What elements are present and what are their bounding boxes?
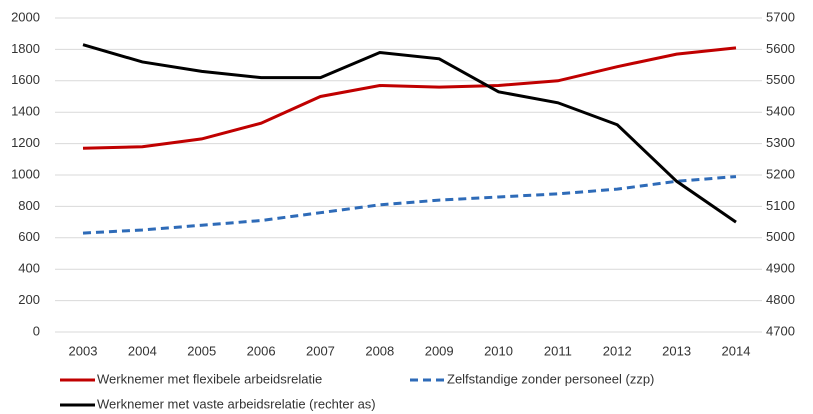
y2-tick-label: 5600 <box>766 41 795 56</box>
y-tick-label: 1400 <box>11 104 40 119</box>
y2-tick-label: 5700 <box>766 9 795 24</box>
y2-tick-label: 4700 <box>766 323 795 338</box>
y2-tick-label: 5000 <box>766 229 795 244</box>
y2-tick-label: 5200 <box>766 166 795 181</box>
y2-tick-label: 5300 <box>766 135 795 150</box>
x-tick-label: 2008 <box>365 343 394 358</box>
y-tick-label: 1800 <box>11 41 40 56</box>
y2-tick-label: 5500 <box>766 72 795 87</box>
line-series <box>82 175 737 235</box>
legend-label: Zelfstandige zonder personeel (zzp) <box>447 371 654 386</box>
x-tick-label: 2005 <box>187 343 216 358</box>
y-tick-label: 800 <box>18 198 40 213</box>
x-tick-label: 2013 <box>662 343 691 358</box>
x-tick-label: 2004 <box>128 343 157 358</box>
line-series <box>82 46 737 150</box>
x-tick-label: 2007 <box>306 343 335 358</box>
x-tick-label: 2014 <box>722 343 751 358</box>
legend-label: Werknemer met flexibele arbeidsrelatie <box>97 371 322 386</box>
y-tick-label: 1600 <box>11 72 40 87</box>
x-tick-label: 2012 <box>603 343 632 358</box>
y-tick-label: 0 <box>33 323 40 338</box>
y-tick-label: 1000 <box>11 166 40 181</box>
x-tick-label: 2003 <box>69 343 98 358</box>
y-tick-label: 200 <box>18 292 40 307</box>
y-tick-label: 600 <box>18 229 40 244</box>
y2-tick-label: 5100 <box>766 198 795 213</box>
legend-label: Werknemer met vaste arbeidsrelatie (rech… <box>97 396 376 411</box>
y-tick-label: 1200 <box>11 135 40 150</box>
y-tick-label: 2000 <box>11 9 40 24</box>
y2-tick-label: 4900 <box>766 261 795 276</box>
x-tick-label: 2009 <box>425 343 454 358</box>
y2-tick-label: 5400 <box>766 104 795 119</box>
y-tick-label: 400 <box>18 261 40 276</box>
x-tick-label: 2010 <box>484 343 513 358</box>
x-tick-label: 2011 <box>544 343 572 358</box>
y2-tick-label: 4800 <box>766 292 795 307</box>
x-tick-label: 2006 <box>247 343 276 358</box>
line-series <box>82 43 737 224</box>
